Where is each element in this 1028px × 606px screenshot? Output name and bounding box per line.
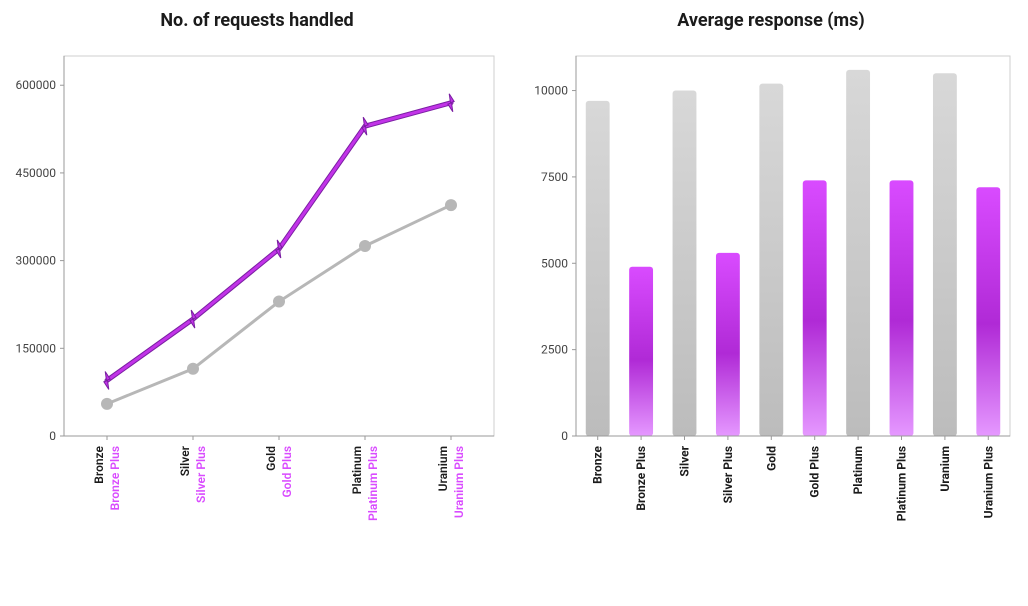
xtick-label: Silver Plus	[721, 446, 735, 503]
marker-circle	[445, 199, 457, 211]
xtick-label: Uranium	[938, 446, 952, 492]
response-chart: 0 2500 5000 7500 10000 Bronze Bronze Plus Silve…	[514, 36, 1028, 596]
xtick-label: Bronze	[591, 445, 605, 483]
marker-circle	[101, 398, 113, 410]
ytick-label: 0	[49, 429, 56, 443]
marker-circle	[187, 363, 199, 375]
bar	[976, 187, 1000, 436]
line-series-plus-shadow	[107, 103, 451, 381]
line-series-plus	[107, 103, 451, 381]
xtick-label-base: Uranium	[436, 446, 450, 491]
xtick-label-plus: Bronze Plus	[108, 446, 122, 510]
ytick-label: 600000	[16, 78, 57, 92]
xtick-label: Bronze Plus	[634, 446, 648, 511]
xtick-label: Platinum Plus	[895, 446, 909, 521]
ytick-label: 450000	[16, 166, 57, 180]
xtick-label: Gold	[764, 446, 778, 471]
xtick-label-plus: Silver Plus	[194, 446, 208, 503]
requests-chart-title: No. of requests handled	[0, 0, 514, 31]
bar	[759, 84, 783, 436]
xtick-label: Silver	[678, 445, 692, 476]
bar	[890, 180, 914, 436]
bar	[846, 70, 870, 436]
ytick-label: 10000	[534, 84, 568, 98]
bar	[586, 101, 610, 436]
xtick-label-plus: Gold Plus	[280, 446, 294, 498]
bar	[673, 91, 697, 436]
bar	[803, 180, 827, 436]
requests-panel: No. of requests handled 0 150000 300000 450…	[0, 0, 514, 606]
xtick-label-plus: Uranium Plus	[452, 446, 466, 518]
ytick-label: 150000	[16, 341, 57, 355]
bar	[629, 267, 653, 436]
marker-circle	[273, 296, 285, 308]
marker-circle	[359, 240, 371, 252]
response-chart-title: Average response (ms)	[514, 0, 1028, 31]
xtick-label: Gold Plus	[808, 446, 822, 498]
xtick-label: Uranium Plus	[981, 446, 995, 518]
xtick-label-base: Gold	[264, 446, 278, 471]
xtick-label: Platinum	[851, 446, 865, 494]
ytick-label: 0	[561, 429, 568, 443]
xtick-label-plus: Platinum Plus	[366, 446, 380, 521]
response-panel: Average response (ms) 0 2500 5000 7500 10000…	[514, 0, 1028, 606]
xtick-label-base: Platinum	[350, 446, 364, 494]
xtick-label-base: Bronze	[92, 445, 106, 483]
xtick-label-base: Silver	[178, 445, 192, 476]
requests-chart: 0 150000 300000 450000 600000 BronzeBronze Pl…	[0, 36, 514, 596]
bar	[716, 253, 740, 436]
ytick-label: 7500	[541, 170, 568, 184]
dashboard: No. of requests handled 0 150000 300000 450…	[0, 0, 1028, 606]
ytick-label: 2500	[541, 343, 568, 357]
ytick-label: 5000	[541, 256, 568, 270]
ytick-label: 300000	[16, 254, 57, 268]
bar	[933, 73, 957, 436]
